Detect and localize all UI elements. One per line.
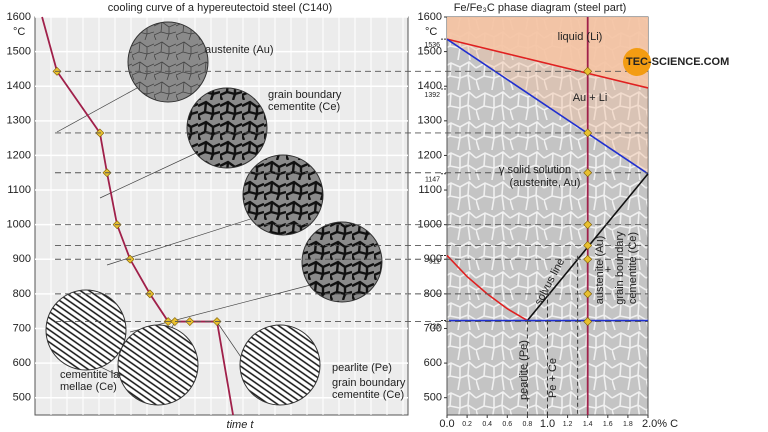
- x-tick-label: 0.2: [462, 421, 472, 428]
- region-label: γ solid solution: [499, 164, 571, 176]
- marker: [583, 168, 593, 178]
- region-label: cementite (Ce): [627, 232, 639, 304]
- region-label: Pe + Ce: [547, 358, 559, 398]
- region-label: pearlite (Pe): [518, 340, 530, 400]
- annotation: pearlite (Pe): [332, 362, 392, 374]
- chart-title: Fe/Fe₃C phase diagram (steel part): [454, 2, 627, 14]
- micrograph: [186, 87, 268, 169]
- cooling-chart: 500 600 700 800 900 1000 1100 1200 1300 1400 1500 1…: [7, 2, 409, 431]
- micrograph: [242, 154, 324, 236]
- special-tick-label: 723: [428, 323, 440, 330]
- marker: [583, 66, 593, 76]
- marker: [583, 220, 593, 230]
- y-tick-label: 800: [13, 288, 31, 300]
- x-tick-label: 1.4: [583, 421, 593, 428]
- logo-mark: [623, 48, 651, 76]
- region-label: grain boundary: [614, 231, 626, 305]
- x-tick-label: 1.6: [603, 421, 613, 428]
- x-tick-label: 0.8: [523, 421, 533, 428]
- special-tick-label: 1392: [424, 92, 440, 99]
- y-tick-label: 1200: [418, 149, 442, 161]
- phase-line: [446, 38, 649, 89]
- annotation: mellae (Ce): [60, 381, 117, 393]
- x-tick-label: 0.0: [439, 418, 454, 430]
- phase-chart: 5006007008009001000110012001300140015001…: [55, 2, 729, 430]
- y-tick-label: 600: [13, 357, 31, 369]
- x-axis-label: time t: [227, 419, 255, 431]
- pointer: [106, 214, 264, 266]
- marker: [170, 317, 180, 326]
- y-unit: °C: [425, 26, 437, 38]
- y-tick-label: 1600: [418, 11, 442, 23]
- y-tick-label: 1500: [418, 46, 442, 58]
- marker: [583, 317, 593, 326]
- region-label: +: [605, 264, 611, 276]
- annotation: cementite la-: [60, 369, 123, 381]
- special-tick-label: 911: [429, 258, 440, 265]
- marker: [583, 289, 593, 299]
- x-tick-label: 0.6: [502, 421, 512, 428]
- y-tick-label: 800: [424, 288, 442, 300]
- x-tick-label: 1.0: [540, 418, 555, 430]
- y-tick-label: 900: [13, 253, 31, 265]
- annotation: grain boundary: [332, 377, 406, 389]
- pointer: [99, 147, 208, 199]
- pointer: [56, 81, 149, 133]
- x-tick-label: 2.0% C: [642, 418, 678, 430]
- micrograph: [127, 21, 209, 103]
- annotation: austenite (Au): [205, 44, 273, 56]
- marker: [583, 240, 593, 250]
- chart-title: cooling curve of a hypereutectoid steel …: [108, 2, 332, 14]
- marker: [583, 254, 593, 264]
- y-tick-label: 700: [13, 322, 31, 334]
- liquid-region: [447, 17, 648, 88]
- region-label: liquid (Li): [558, 31, 603, 43]
- y-tick-label: 1100: [7, 184, 31, 196]
- y-tick-label: 1300: [7, 115, 31, 127]
- region-label: (austenite, Au): [510, 177, 581, 189]
- annotation: cementite (Ce): [332, 389, 404, 401]
- micrograph: [117, 324, 199, 406]
- y-tick-label: 900: [424, 253, 442, 265]
- y-tick-label: 1600: [7, 11, 31, 23]
- micrograph: [45, 289, 127, 371]
- y-tick-label: 1300: [418, 115, 442, 127]
- annotation: cementite (Ce): [268, 101, 340, 113]
- x-tick-label: 1.8: [623, 421, 633, 428]
- pointer: [129, 281, 323, 333]
- y-tick-label: 1500: [7, 46, 31, 58]
- micrograph: [301, 221, 383, 303]
- x-tick-label: 1.2: [563, 421, 573, 428]
- y-tick-label: 600: [424, 357, 442, 369]
- logo: TEC-SCIENCE.COM: [626, 56, 729, 68]
- region-label: austenite (Au): [594, 236, 606, 304]
- y-tick-label: 1200: [7, 149, 31, 161]
- marker: [583, 128, 593, 138]
- y-tick-label: 1400: [418, 80, 442, 92]
- x-tick-label: 0.4: [482, 421, 492, 428]
- y-unit: °C: [13, 26, 25, 38]
- y-tick-label: 500: [424, 392, 442, 404]
- y-tick-label: 500: [13, 392, 31, 404]
- micrograph: [239, 324, 321, 406]
- phase-line: [446, 38, 649, 175]
- y-tick-label: 1000: [7, 219, 31, 231]
- region-label: Au + Li: [573, 92, 608, 104]
- special-tick-label: 1536: [424, 42, 440, 49]
- y-tick-label: 700: [424, 322, 442, 334]
- annotation: grain boundary: [268, 89, 342, 101]
- special-tick-label: 1147: [425, 177, 440, 184]
- y-tick-label: 1400: [7, 80, 31, 92]
- y-tick-label: 1100: [418, 184, 442, 196]
